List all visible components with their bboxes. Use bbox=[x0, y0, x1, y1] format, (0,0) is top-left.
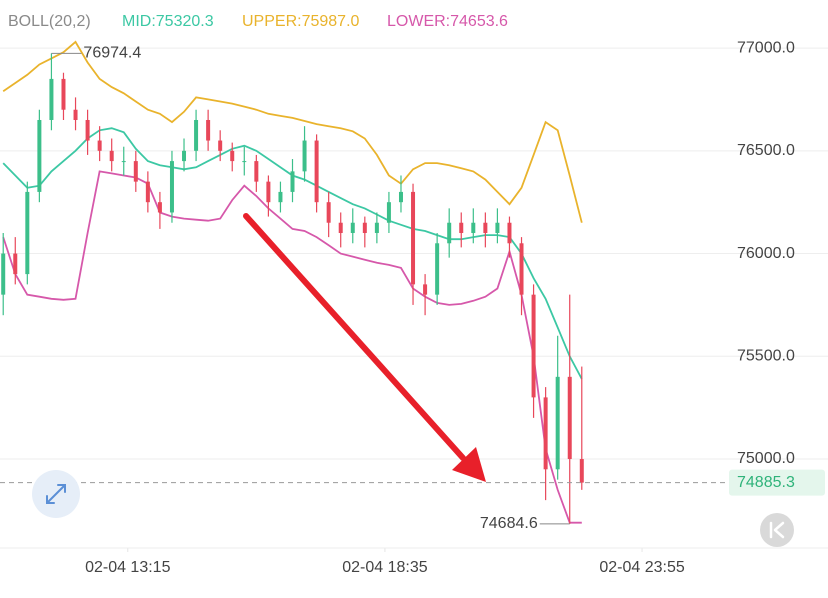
candle-body bbox=[447, 222, 452, 244]
candle-body bbox=[85, 119, 90, 141]
arrow bbox=[243, 213, 486, 482]
candle-body bbox=[386, 202, 391, 223]
candle-body bbox=[145, 181, 150, 203]
candle-body bbox=[411, 191, 416, 285]
candle-body bbox=[109, 150, 114, 162]
candle-body bbox=[423, 284, 428, 295]
candle-body bbox=[278, 191, 283, 203]
latest-button[interactable] bbox=[760, 513, 794, 547]
x-tick-label: 02-04 13:15 bbox=[85, 559, 171, 576]
y-tick-label: 76000.0 bbox=[737, 245, 795, 262]
y-tick-label: 75500.0 bbox=[737, 348, 795, 365]
band-line bbox=[2, 170, 582, 524]
candle-body bbox=[1, 253, 6, 295]
band-line bbox=[2, 40, 583, 223]
bands bbox=[2, 40, 583, 524]
y-tick-label: 77000.0 bbox=[737, 39, 795, 56]
candle-body bbox=[194, 119, 199, 151]
candle-body bbox=[531, 294, 536, 398]
legend-entry: UPPER:75987.0 bbox=[242, 13, 360, 30]
candle-body bbox=[230, 150, 235, 162]
candle-body bbox=[157, 202, 162, 213]
candle-body bbox=[374, 222, 379, 234]
candle-body bbox=[362, 222, 367, 234]
candle-body bbox=[338, 222, 343, 234]
arrow-shaft bbox=[243, 213, 466, 461]
last-price-tag bbox=[729, 469, 825, 496]
candle-body bbox=[350, 222, 355, 234]
candle-body bbox=[25, 191, 30, 275]
last-price-label: 74885.3 bbox=[737, 474, 795, 491]
candle-body bbox=[471, 222, 476, 234]
x-tick-label: 02-04 23:55 bbox=[599, 559, 685, 576]
grid: 75000.0 75500.0 76000.0 76500.0 77000.0 02-04… bbox=[0, 39, 828, 576]
candle-body bbox=[218, 140, 223, 151]
candle-body bbox=[290, 171, 295, 192]
candle-body bbox=[182, 150, 187, 162]
candle-body bbox=[507, 222, 512, 244]
candle-body bbox=[302, 140, 307, 172]
candle-body bbox=[169, 161, 174, 213]
candle-body bbox=[326, 202, 331, 223]
latest-button-bg[interactable] bbox=[760, 513, 794, 547]
expand-icon[interactable] bbox=[46, 484, 66, 504]
y-tick-label: 75000.0 bbox=[737, 450, 795, 467]
candle-body bbox=[579, 459, 584, 483]
y-tick-label: 76500.0 bbox=[737, 142, 795, 159]
low-label: 74684.6 bbox=[480, 515, 538, 532]
legend-entry: MID:75320.3 bbox=[122, 13, 214, 30]
candle-body bbox=[519, 243, 524, 295]
candle-body bbox=[61, 78, 66, 110]
candle-body bbox=[121, 161, 126, 163]
candles bbox=[1, 53, 584, 524]
x-tick-label: 02-04 18:35 bbox=[342, 559, 428, 576]
candle-body bbox=[555, 376, 560, 470]
candle-body bbox=[483, 222, 488, 234]
candle-body bbox=[206, 119, 211, 141]
candle-body bbox=[37, 119, 42, 192]
legend-entry: LOWER:74653.6 bbox=[387, 13, 508, 30]
legend: MID:75320.3 UPPER:75987.0 LOWER:74653.6 bbox=[122, 13, 508, 30]
expand-button[interactable] bbox=[32, 470, 80, 518]
candle-body bbox=[49, 78, 54, 120]
candle-body bbox=[435, 243, 440, 295]
candle-body bbox=[13, 253, 18, 275]
candle-body bbox=[495, 222, 500, 234]
indicator-label: BOLL(20,2) bbox=[8, 13, 91, 30]
candle-body bbox=[242, 161, 247, 163]
candle-body bbox=[314, 140, 319, 203]
candle-body bbox=[567, 376, 572, 460]
arrow-head bbox=[452, 447, 486, 482]
high-label: 76974.4 bbox=[83, 45, 141, 62]
overlay: 76974.4 74684.6 74885.3 bbox=[0, 45, 825, 532]
candle-body bbox=[459, 222, 464, 234]
candle-body bbox=[97, 140, 102, 151]
candle-body bbox=[398, 191, 403, 203]
candle-body bbox=[266, 181, 271, 203]
candle-body bbox=[73, 109, 78, 120]
candle-body bbox=[254, 161, 259, 182]
candle-body bbox=[543, 397, 548, 470]
latest-icon[interactable] bbox=[769, 521, 785, 539]
candle-body bbox=[133, 161, 138, 182]
